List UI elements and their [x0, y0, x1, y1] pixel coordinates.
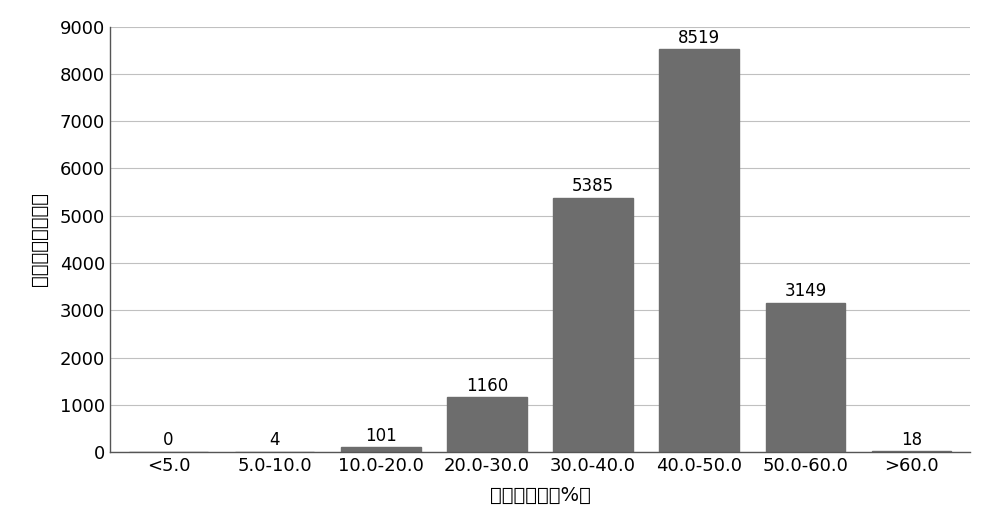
Bar [872, 451, 951, 452]
Text: 3149: 3149 [784, 282, 827, 301]
Bar [341, 447, 421, 452]
Bar [766, 303, 845, 452]
Bar [553, 197, 633, 452]
Y-axis label: 品种对数目（个）: 品种对数目（个） [30, 193, 49, 286]
Bar [659, 49, 739, 452]
Text: 4: 4 [269, 431, 280, 449]
Text: 1160: 1160 [466, 377, 508, 395]
Text: 101: 101 [365, 427, 397, 445]
Bar [447, 397, 527, 452]
Text: 0: 0 [163, 431, 174, 450]
Text: 18: 18 [901, 430, 922, 448]
Text: 5385: 5385 [572, 177, 614, 195]
Text: 8519: 8519 [678, 29, 720, 46]
X-axis label: 差异百分比（%）: 差异百分比（%） [490, 486, 590, 505]
